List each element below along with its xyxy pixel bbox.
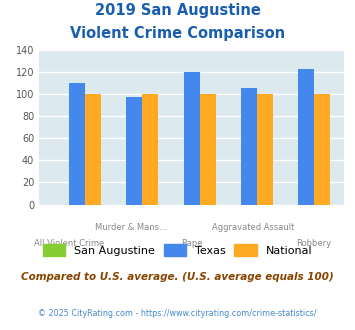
Text: Robbery: Robbery — [296, 239, 331, 248]
Bar — [241, 88, 257, 205]
Bar — [298, 69, 315, 205]
Text: © 2025 CityRating.com - https://www.cityrating.com/crime-statistics/: © 2025 CityRating.com - https://www.city… — [38, 309, 317, 317]
Bar — [126, 97, 142, 205]
Text: All Violent Crime: All Violent Crime — [34, 239, 105, 248]
Text: Compared to U.S. average. (U.S. average equals 100): Compared to U.S. average. (U.S. average … — [21, 272, 334, 282]
Bar — [184, 72, 200, 205]
Text: 2019 San Augustine: 2019 San Augustine — [94, 3, 261, 18]
Text: Violent Crime Comparison: Violent Crime Comparison — [70, 26, 285, 41]
Bar — [69, 83, 85, 205]
Bar — [315, 94, 331, 205]
Text: Rape: Rape — [181, 239, 202, 248]
Text: Murder & Mans...: Murder & Mans... — [95, 223, 166, 232]
Bar — [85, 94, 101, 205]
Bar — [200, 94, 216, 205]
Bar — [142, 94, 158, 205]
Text: Aggravated Assault: Aggravated Assault — [212, 223, 294, 232]
Legend: San Augustine, Texas, National: San Augustine, Texas, National — [38, 240, 317, 260]
Bar — [257, 94, 273, 205]
